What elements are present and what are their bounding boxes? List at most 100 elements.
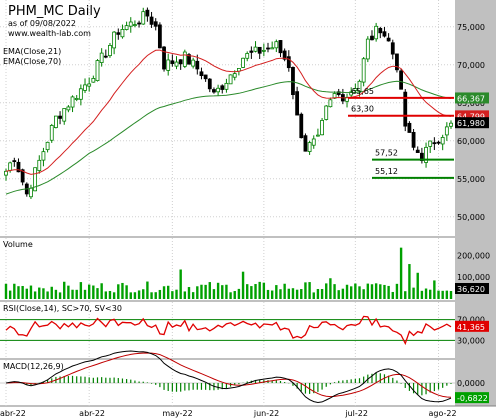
volume-bar-52 — [221, 285, 224, 299]
candle-body-69 — [291, 66, 295, 96]
candle-body-34 — [145, 9, 150, 17]
candle-body-6 — [29, 187, 33, 198]
candle-body-26 — [112, 31, 117, 49]
candle-body-51 — [216, 87, 221, 93]
rsi-line — [5, 315, 452, 346]
candle-body-49 — [207, 78, 212, 90]
candle-body-97 — [407, 122, 412, 133]
volume-bar-96 — [404, 291, 407, 299]
volume-bar-90 — [379, 284, 382, 299]
volume-bar-53 — [225, 284, 228, 299]
candle-body-20 — [87, 83, 92, 87]
candle-body-96 — [403, 91, 408, 127]
volume-bar-55 — [233, 291, 236, 299]
volume-bar-102 — [429, 289, 432, 299]
candle-body-18 — [78, 88, 83, 100]
candle-body-17 — [74, 98, 79, 100]
volume-bar-42 — [179, 269, 182, 299]
candle-body-71 — [299, 113, 304, 139]
volume-bar-87 — [366, 283, 370, 299]
volume-bar-10 — [46, 291, 49, 299]
candle-body-91 — [382, 31, 387, 37]
level-label-3: 55,12 — [375, 167, 398, 176]
volume-bar-79 — [333, 284, 336, 299]
volume-bar-93 — [391, 291, 394, 299]
candle-body-94 — [395, 53, 399, 71]
volume-bar-18 — [79, 282, 83, 299]
candle-body-43 — [182, 51, 187, 67]
volume-bar-77 — [325, 283, 328, 299]
candle-body-95 — [399, 70, 403, 90]
volume-bar-13 — [58, 292, 62, 299]
volume-bar-64 — [270, 290, 274, 299]
volume-bar-31 — [133, 292, 137, 299]
site-line: www.wealth-lab.com — [8, 29, 91, 38]
candle-body-89 — [374, 25, 379, 40]
badge-ema70-bg — [455, 92, 489, 104]
volume-bar-23 — [100, 283, 103, 299]
candle-body-70 — [295, 91, 300, 116]
candle-body-36 — [153, 21, 158, 27]
candle-body-58 — [245, 53, 250, 59]
volume-bar-29 — [125, 285, 128, 299]
volume-bar-44 — [187, 287, 191, 299]
volume-bar-84 — [354, 283, 357, 299]
candle-body-78 — [328, 99, 333, 108]
candle-body-32 — [137, 22, 141, 25]
candle-body-14 — [62, 108, 67, 122]
volume-bar-45 — [191, 292, 195, 299]
volume-bar-22 — [96, 288, 99, 299]
candle-body-62 — [261, 49, 266, 52]
candle-body-54 — [228, 74, 233, 85]
candle-body-67 — [282, 50, 287, 60]
level-label-2: 57,52 — [375, 149, 398, 158]
candle-body-86 — [361, 58, 366, 83]
volume-bar-105 — [441, 290, 444, 299]
ema70-legend: EMA(Close,70) — [3, 57, 61, 66]
volume-bar-85 — [358, 286, 361, 299]
badge-rsi: 41,365 — [457, 323, 485, 332]
volume-bar-15 — [67, 285, 70, 299]
macd-tick-0: 0,0000 — [457, 379, 485, 388]
date-line: as of 09/08/2022 — [8, 19, 76, 28]
volume-bar-81 — [341, 288, 345, 299]
volume-bar-76 — [320, 289, 324, 299]
candle-body-106 — [444, 126, 449, 136]
candle-body-103 — [432, 142, 437, 145]
volume-bar-72 — [304, 282, 307, 299]
candle-body-25 — [108, 44, 112, 57]
volume-bar-19 — [83, 289, 87, 299]
volume-bar-43 — [183, 291, 187, 299]
candle-body-1 — [8, 162, 13, 171]
volume-bar-28 — [121, 282, 124, 299]
candle-body-55 — [232, 73, 237, 78]
volume-bar-48 — [204, 284, 207, 299]
level-label-1: 63,30 — [351, 105, 374, 114]
badge-close: 61,980 — [457, 119, 485, 128]
volume-bar-80 — [337, 290, 340, 299]
volume-bar-40 — [171, 291, 174, 299]
volume-bar-6 — [29, 285, 33, 299]
volume-bar-91 — [383, 284, 386, 299]
candle-body-85 — [357, 80, 362, 92]
volume-bar-8 — [38, 287, 41, 299]
price-panel — [0, 0, 455, 236]
x-axis-labels: abr-22 abr-22 may-22 jun-22 jul-22 ago-22 — [0, 409, 457, 418]
candle-body-22 — [95, 60, 100, 82]
candle-body-65 — [274, 41, 279, 49]
badge-rsi-bg — [455, 320, 489, 332]
candle-body-68 — [286, 56, 291, 69]
volume-bar-94 — [395, 283, 399, 299]
volume-bar-38 — [162, 286, 166, 299]
candle-body-13 — [58, 115, 62, 119]
volume-bar-25 — [108, 290, 112, 299]
volume-bar-27 — [117, 284, 120, 299]
candle-body-50 — [212, 89, 216, 93]
candle-body-46 — [195, 60, 200, 70]
candle-body-102 — [428, 140, 433, 147]
volume-bar-60 — [254, 284, 257, 299]
volume-bar-2 — [13, 283, 16, 299]
candle-body-75 — [316, 134, 320, 137]
volume-bar-59 — [250, 286, 253, 299]
